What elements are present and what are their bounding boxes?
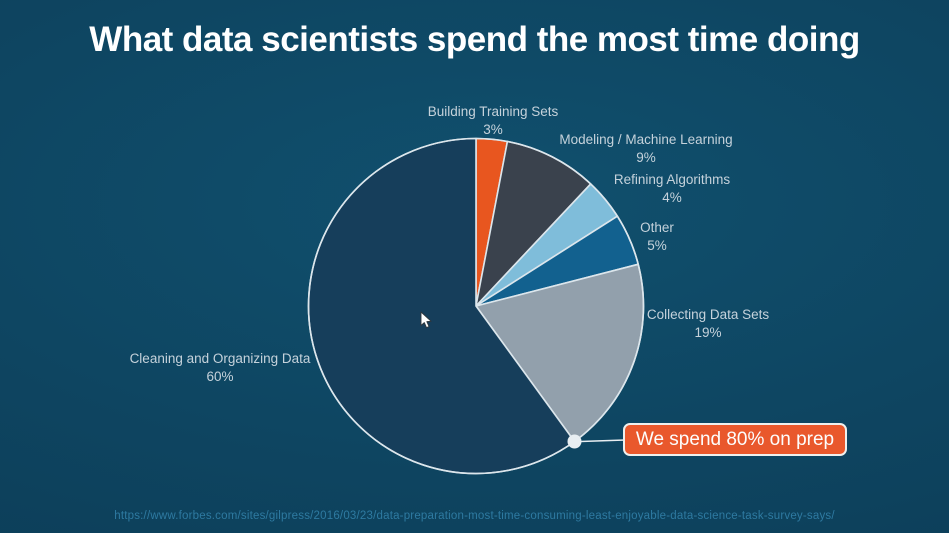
slice-label-text: Modeling / Machine Learning (559, 132, 733, 147)
pie-outer-ring (307, 137, 645, 475)
slice-label-pct: 3% (483, 122, 503, 137)
page-title: What data scientists spend the most time… (89, 20, 860, 59)
slice-label-pct: 5% (647, 238, 667, 253)
annotation-callout: We spend 80% on prep (623, 423, 847, 456)
slice-label-pct: 4% (662, 190, 682, 205)
slice-label-text: Collecting Data Sets (646, 307, 770, 322)
source-url: https://www.forbes.com/sites/gilpress/20… (114, 510, 835, 522)
slice-label-modeling-machine-learning: Modeling / Machine Learning 9% (559, 131, 732, 167)
slice-label-text: Refining Algorithms (613, 172, 731, 187)
slice-label-pct: 9% (636, 150, 656, 165)
slice-label-cleaning-and-organizing-data: Cleaning and Organizing Data 60% (130, 350, 311, 386)
slice-label-text: Cleaning and Organizing Data (129, 351, 311, 366)
slice-label-other: Other 5% (640, 219, 674, 255)
slice-label-collecting-data-sets: Collecting Data Sets 19% (647, 306, 769, 342)
slice-label-pct: 19% (694, 325, 722, 340)
slice-label-building-training-sets: Building Training Sets 3% (428, 103, 559, 139)
callout-leader-line (580, 439, 626, 443)
slice-label-text: Building Training Sets (427, 104, 559, 119)
slice-label-pct: 60% (206, 369, 234, 384)
slice-label-refining-algorithms: Refining Algorithms 4% (614, 171, 730, 207)
slice-label-text: Other (640, 220, 674, 235)
mouse-cursor-icon (420, 311, 432, 329)
callout-anchor-dot (567, 434, 582, 449)
